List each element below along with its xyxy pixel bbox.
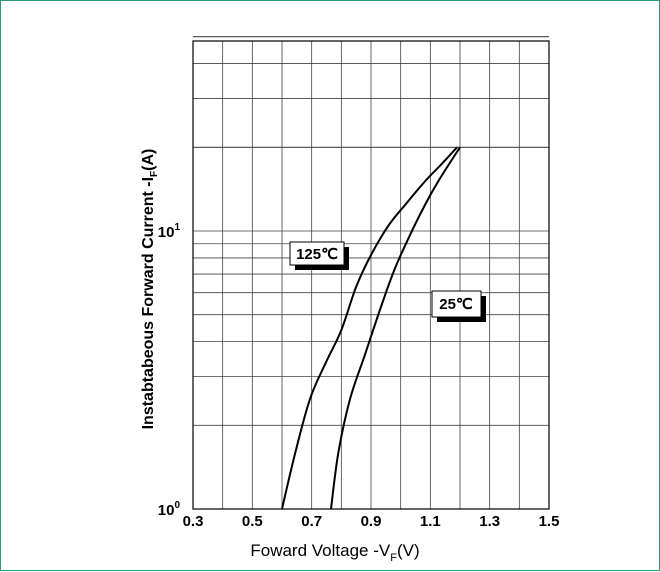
- x-tick-label: 1.3: [479, 513, 500, 530]
- y-tick-10-base: 10: [158, 224, 175, 241]
- y-axis-label-main: Instabtabeous Forward Current -I: [140, 177, 157, 429]
- label-125c-text: 125℃: [296, 246, 338, 263]
- x-tick-label: 0.3: [183, 513, 204, 530]
- label-125c: 125℃: [289, 241, 349, 270]
- plot-border: [192, 40, 550, 510]
- y-tick-10-exp: 1: [174, 222, 180, 233]
- label-25c-box: [431, 290, 482, 318]
- y-tick-1-base: 10: [158, 502, 175, 519]
- x-tick-label: 1.1: [420, 513, 441, 530]
- y-tick-1-exp: 0: [174, 500, 180, 511]
- y-tick-label-10: 101: [158, 222, 181, 241]
- y-axis-label-sub: F: [149, 171, 160, 177]
- x-tick-labels: 0.3 0.5 0.7 0.9 1.1 1.3 1.5: [183, 513, 560, 530]
- label-25c-text: 25℃: [439, 296, 473, 313]
- label-125c-box: [289, 241, 345, 266]
- label-25c: 25℃: [431, 290, 486, 322]
- grid: [193, 36, 549, 509]
- x-axis-label: Foward Voltage -VF(V): [250, 541, 419, 564]
- y-axis-label-unit: (A): [140, 149, 157, 171]
- x-axis-label-unit: (V): [397, 541, 420, 560]
- x-axis-label-sub: F: [390, 552, 397, 564]
- y-tick-label-1: 100: [158, 500, 181, 519]
- curve-series-0: [281, 146, 458, 510]
- y-axis-label: Instabtabeous Forward Current -IF(A): [140, 149, 160, 430]
- curves: [281, 146, 461, 510]
- x-tick-label: 0.5: [242, 513, 263, 530]
- curve-series-1: [330, 146, 461, 510]
- x-axis-label-main: Foward Voltage -V: [250, 541, 391, 560]
- x-tick-label: 1.5: [539, 513, 560, 530]
- x-tick-label: 0.9: [361, 513, 382, 530]
- x-tick-label: 0.7: [301, 513, 322, 530]
